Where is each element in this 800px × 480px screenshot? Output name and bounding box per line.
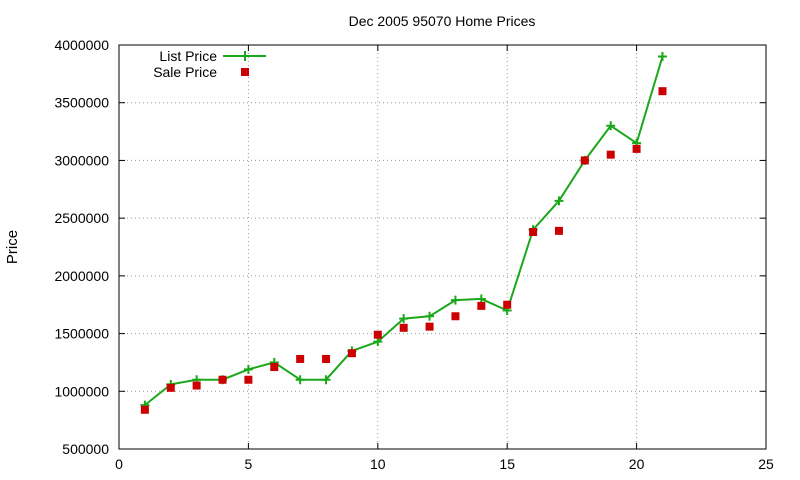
- list-price-point: [606, 121, 616, 131]
- list-price-point: [554, 196, 564, 206]
- legend: List Price Sale Price: [153, 48, 266, 80]
- axis-ticks: [118, 44, 767, 450]
- sale-price-point: [218, 375, 227, 384]
- sale-price-point: [192, 381, 201, 390]
- sale-price-point: [503, 300, 512, 309]
- sale-price-point: [244, 375, 253, 384]
- sale-price-point: [322, 354, 331, 363]
- y-tick-label: 3000000: [54, 152, 109, 168]
- list-price-point: [657, 52, 667, 62]
- sale-price-point: [477, 301, 486, 310]
- sale-price-point: [554, 226, 563, 235]
- list-price-line: [144, 56, 664, 406]
- sale-price-point: [270, 363, 279, 372]
- x-axis-tick-labels: 0 5 10 15 20 25: [115, 456, 774, 472]
- legend-marker-sale-price: [241, 68, 249, 76]
- y-tick-label: 1500000: [54, 326, 109, 342]
- sale-price-point: [529, 227, 538, 236]
- x-tick-label: 10: [370, 456, 386, 472]
- sale-price-point: [658, 87, 667, 96]
- sale-price-point: [140, 405, 149, 414]
- x-tick-label: 15: [499, 456, 515, 472]
- y-tick-label: 500000: [62, 441, 109, 457]
- y-tick-label: 1000000: [54, 383, 109, 399]
- sale-price-point: [399, 323, 408, 332]
- legend-label-sale-price: Sale Price: [153, 64, 217, 80]
- y-tick-label: 2500000: [54, 210, 109, 226]
- y-tick-label: 2000000: [54, 268, 109, 284]
- list-price-point: [321, 375, 331, 385]
- y-tick-label: 4000000: [54, 37, 109, 53]
- y-tick-label: 3500000: [54, 95, 109, 111]
- sale-price-point: [296, 354, 305, 363]
- chart-title: Dec 2005 95070 Home Prices: [349, 13, 536, 29]
- list-price-point: [425, 311, 435, 321]
- list-price-point: [295, 375, 305, 385]
- sale-price-point: [425, 322, 434, 331]
- sale-price-point: [606, 150, 615, 159]
- sale-price-point: [451, 312, 460, 321]
- series: [140, 52, 667, 414]
- x-tick-label: 0: [115, 456, 123, 472]
- y-axis-label: Price: [4, 230, 21, 264]
- list-price-point: [399, 314, 409, 324]
- sale-price-point: [347, 349, 356, 358]
- legend-label-list-price: List Price: [159, 48, 217, 64]
- list-price-point: [450, 295, 460, 305]
- y-axis-tick-labels: 500000 1000000 1500000 2000000 2500000 300000…: [54, 37, 109, 457]
- sale-price-point: [373, 330, 382, 339]
- sale-price-point: [580, 156, 589, 165]
- sale-price-point: [632, 144, 641, 153]
- legend-marker-list-price: [240, 51, 250, 61]
- x-tick-label: 5: [245, 456, 253, 472]
- grid: [119, 45, 766, 449]
- x-tick-label: 20: [629, 456, 645, 472]
- list-price-point: [243, 364, 253, 374]
- x-tick-label: 25: [758, 456, 774, 472]
- sale-price-point: [166, 383, 175, 392]
- plot-frame: [118, 44, 767, 450]
